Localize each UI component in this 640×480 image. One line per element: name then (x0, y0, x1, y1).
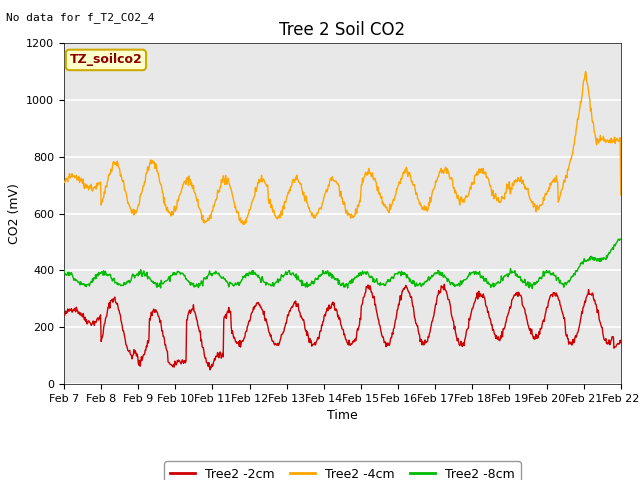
Y-axis label: CO2 (mV): CO2 (mV) (8, 183, 20, 244)
Legend: Tree2 -2cm, Tree2 -4cm, Tree2 -8cm: Tree2 -2cm, Tree2 -4cm, Tree2 -8cm (164, 461, 521, 480)
Text: No data for f_T2_CO2_4: No data for f_T2_CO2_4 (6, 12, 155, 23)
Title: Tree 2 Soil CO2: Tree 2 Soil CO2 (279, 21, 406, 39)
X-axis label: Time: Time (327, 409, 358, 422)
Text: TZ_soilco2: TZ_soilco2 (70, 53, 142, 66)
